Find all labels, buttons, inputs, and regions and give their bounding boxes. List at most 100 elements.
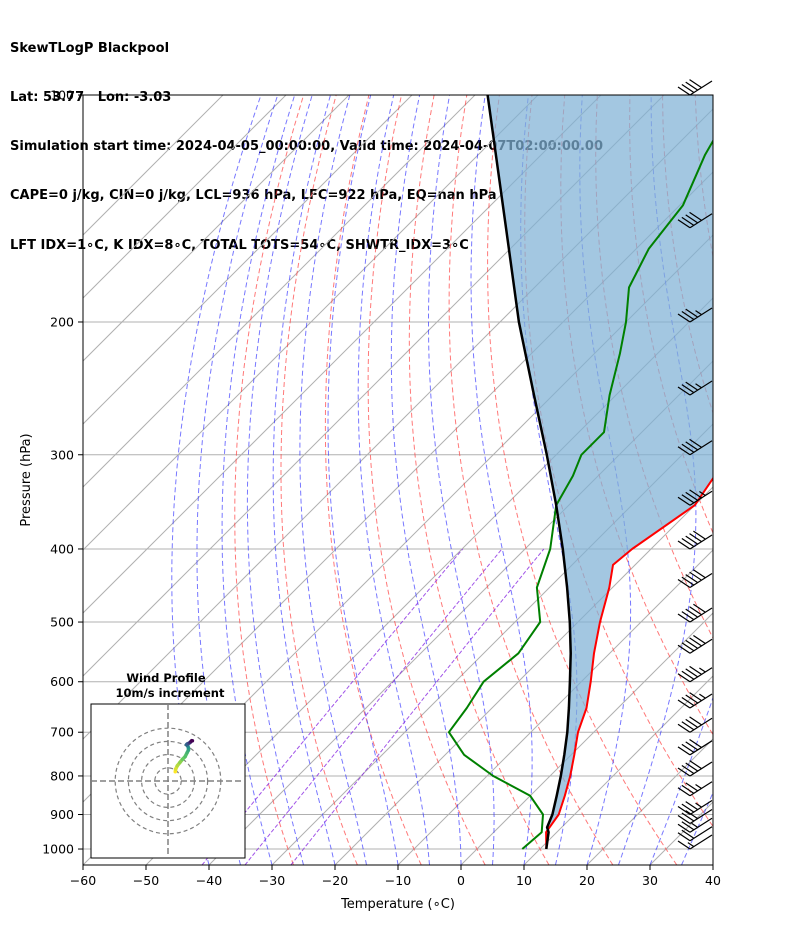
- isotherm-gridline: [83, 95, 476, 488]
- wind-barb-flag: [677, 699, 691, 709]
- wind-barb-flag: [677, 767, 691, 777]
- isotherm-gridline: [523, 675, 713, 865]
- wind-barb-flag: [685, 608, 699, 618]
- hodograph-inset: Wind Profile 10m/s increment: [90, 671, 246, 859]
- y-tick-label: 900: [50, 807, 74, 822]
- wind-barb-half-flag: [695, 383, 702, 389]
- wind-barb-flag: [677, 814, 691, 824]
- wind-barb-flag: [677, 446, 691, 456]
- wind-barb: [677, 760, 713, 777]
- wind-barb-half-flag: [695, 310, 702, 316]
- wind-barb-flag: [689, 79, 702, 89]
- y-tick-label: 500: [50, 615, 74, 630]
- mixing-ratio-line: [201, 548, 464, 865]
- wind-barb-half-flag: [695, 783, 702, 789]
- wind-barb-flag: [689, 571, 702, 581]
- y-tick-label: 100: [50, 88, 74, 103]
- moist-adiabat: [246, 95, 313, 865]
- y-tick-label: 800: [50, 768, 74, 783]
- wind-barb-flag: [677, 313, 691, 323]
- y-tick-label: 700: [50, 725, 74, 740]
- wind-barb-flag: [681, 812, 695, 822]
- y-tick-label: 300: [50, 447, 74, 462]
- isotherm-gridline: [83, 95, 602, 614]
- wind-barb-flag: [681, 784, 695, 794]
- dry-adiabat: [408, 95, 550, 865]
- y-tick-label: 400: [50, 541, 74, 556]
- dry-adiabat: [448, 95, 614, 865]
- wind-barb: [677, 817, 713, 833]
- wind-barb-flag: [685, 535, 699, 545]
- wind-barb-half-flag: [699, 490, 706, 496]
- wind-barb-flag: [689, 438, 702, 448]
- wind-barb-flag: [681, 216, 695, 226]
- mixing-ratio-line: [244, 548, 503, 865]
- wind-barb-flag: [681, 642, 695, 652]
- wind-barb-flag: [685, 810, 699, 820]
- wind-barb: [677, 603, 713, 623]
- wind-barb: [677, 800, 713, 816]
- moist-adiabat: [272, 95, 336, 865]
- wind-barb-flag: [681, 311, 695, 321]
- wind-barb-flag: [685, 491, 699, 501]
- wind-barb-flag: [681, 443, 695, 453]
- moist-adiabat: [221, 95, 296, 865]
- isotherm-gridline: [145, 297, 713, 865]
- wind-barb-half-flag: [699, 693, 706, 699]
- cape-line: CAPE=0 j/kg, CIN=0 j/kg, LCL=936 hPa, LF…: [10, 188, 497, 204]
- moist-adiabat: [649, 696, 713, 865]
- moist-adiabat: [390, 95, 462, 865]
- isotherm-gridline: [712, 864, 713, 865]
- moist-adiabat: [428, 95, 495, 865]
- wind-barb: [677, 211, 713, 229]
- wind-barbs: [677, 79, 713, 850]
- wind-barb-flag: [677, 579, 691, 589]
- wind-barb-flag: [685, 718, 699, 728]
- wind-barb-half-flag: [695, 802, 702, 808]
- wind-barb: [677, 692, 713, 709]
- isotherm-gridline: [83, 95, 287, 299]
- wind-barb-flag: [677, 219, 691, 229]
- wind-barb: [677, 781, 713, 797]
- wind-barb-flag: [685, 81, 699, 91]
- wind-barb: [677, 380, 713, 396]
- wind-barb-flag: [677, 540, 691, 550]
- x-tick-label: 20: [579, 873, 595, 888]
- wind-barb-flag: [689, 738, 702, 748]
- wind-barb-flag: [681, 611, 695, 621]
- wind-barb-flag: [689, 606, 702, 616]
- wind-barb-flag: [677, 787, 691, 797]
- wind-barb-flag: [677, 840, 691, 850]
- y-axis-label: Pressure (hPa): [19, 433, 34, 526]
- moist-adiabat: [712, 863, 713, 865]
- wind-barb: [677, 79, 713, 96]
- wind-barb-flag: [677, 86, 691, 96]
- x-tick-label: −20: [322, 873, 348, 888]
- wind-barb-flag: [693, 569, 706, 579]
- wind-barb-flag: [681, 821, 695, 831]
- x-tick-label: 10: [516, 873, 532, 888]
- profiles: [447, 95, 713, 850]
- wind-barb: [677, 826, 713, 842]
- dry-adiabat: [760, 95, 794, 865]
- wind-barb-flag: [681, 765, 695, 774]
- hodograph-plot-area: [91, 704, 245, 858]
- wind-barb-flag: [677, 673, 691, 683]
- hodograph-subtitle: 10m/s increment: [116, 686, 225, 700]
- wind-barb-flag: [677, 644, 691, 654]
- wind-barb-flag: [685, 782, 699, 792]
- moist-adiabat: [327, 95, 399, 865]
- wind-barb: [677, 808, 713, 824]
- wind-barb-flag: [685, 441, 699, 451]
- x-tick-label: 40: [705, 873, 721, 888]
- x-tick-label: −50: [133, 873, 159, 888]
- cape-cin-shading: [487, 95, 713, 849]
- wind-barb-flag: [677, 746, 691, 756]
- wind-barb-flag: [681, 721, 695, 731]
- wind-barb-half-flag: [699, 667, 706, 673]
- parcel-path-line: [486, 95, 572, 850]
- wind-barb-flag: [677, 806, 691, 816]
- wind-barb-flag: [685, 381, 699, 391]
